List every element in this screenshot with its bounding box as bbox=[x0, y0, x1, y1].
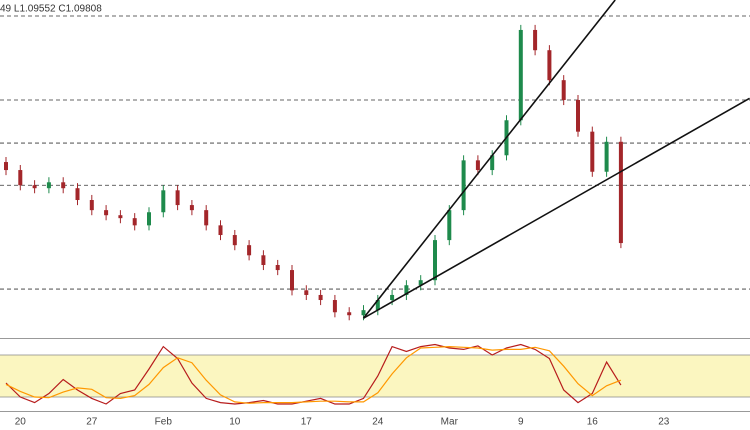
oscillator-pane bbox=[0, 343, 750, 405]
candle-body bbox=[32, 185, 37, 189]
x-tick-label: 9 bbox=[518, 417, 524, 428]
candle-body bbox=[375, 300, 380, 311]
candle-body bbox=[361, 310, 366, 316]
x-tick-label: 10 bbox=[229, 417, 241, 428]
candle-body bbox=[18, 170, 23, 186]
candle-body bbox=[618, 141, 623, 244]
x-tick-label: 16 bbox=[587, 417, 599, 428]
price-pane bbox=[0, 0, 750, 321]
candle-body bbox=[490, 155, 495, 171]
candle-body bbox=[104, 210, 109, 216]
oscillator-line bbox=[5, 343, 622, 405]
candle-body bbox=[390, 294, 395, 301]
candle-body bbox=[46, 182, 51, 189]
candle-body bbox=[475, 160, 480, 171]
candle-body bbox=[75, 188, 80, 201]
ohlc-header: 49 L1.09552 C1.09808 bbox=[0, 4, 102, 15]
candle-body bbox=[118, 215, 123, 219]
candle-body bbox=[518, 29, 523, 121]
x-tick-label: Mar bbox=[441, 417, 459, 428]
candle-body bbox=[261, 255, 266, 265]
candle-body bbox=[433, 240, 437, 281]
candle-body bbox=[461, 160, 466, 211]
x-tick-label: 23 bbox=[658, 417, 670, 428]
x-tick-label: 20 bbox=[15, 417, 27, 428]
x-tick-label: 27 bbox=[86, 417, 98, 428]
candle-body bbox=[132, 218, 137, 226]
candle-body bbox=[418, 280, 423, 286]
candle-body bbox=[576, 100, 580, 132]
trend-line bbox=[362, 0, 616, 319]
candle-body bbox=[204, 210, 209, 226]
trend-line bbox=[363, 97, 750, 319]
candle-body bbox=[304, 290, 309, 295]
candle-body bbox=[404, 285, 409, 295]
candle-body bbox=[332, 300, 337, 313]
candle-body bbox=[161, 190, 166, 213]
candle-body bbox=[218, 225, 223, 236]
candle-body bbox=[347, 312, 352, 316]
candle-body bbox=[561, 80, 566, 101]
candle-body bbox=[547, 50, 552, 81]
candle-body bbox=[590, 131, 595, 172]
candle-body bbox=[533, 29, 538, 51]
candle-body bbox=[189, 205, 194, 211]
time-axis: 20 27 Feb 10 17 24 Mar 9 16 23 bbox=[15, 417, 670, 428]
candle-body bbox=[4, 162, 8, 171]
candle-body bbox=[61, 182, 66, 189]
candle-body bbox=[604, 141, 609, 172]
x-tick-label: 24 bbox=[372, 417, 384, 428]
x-tick-label: 17 bbox=[301, 417, 313, 428]
candle-body bbox=[275, 264, 280, 271]
candle-body bbox=[89, 200, 94, 211]
candle-body bbox=[247, 245, 252, 256]
candle-body bbox=[290, 270, 294, 291]
candle-body bbox=[232, 235, 237, 246]
candle-body bbox=[147, 212, 151, 226]
overbought-oversold-band bbox=[0, 355, 750, 397]
candle-body bbox=[447, 210, 452, 241]
oscillator-line bbox=[5, 345, 622, 404]
candle-body bbox=[318, 294, 323, 301]
x-tick-label: Feb bbox=[155, 417, 173, 428]
candle-body bbox=[175, 190, 180, 206]
